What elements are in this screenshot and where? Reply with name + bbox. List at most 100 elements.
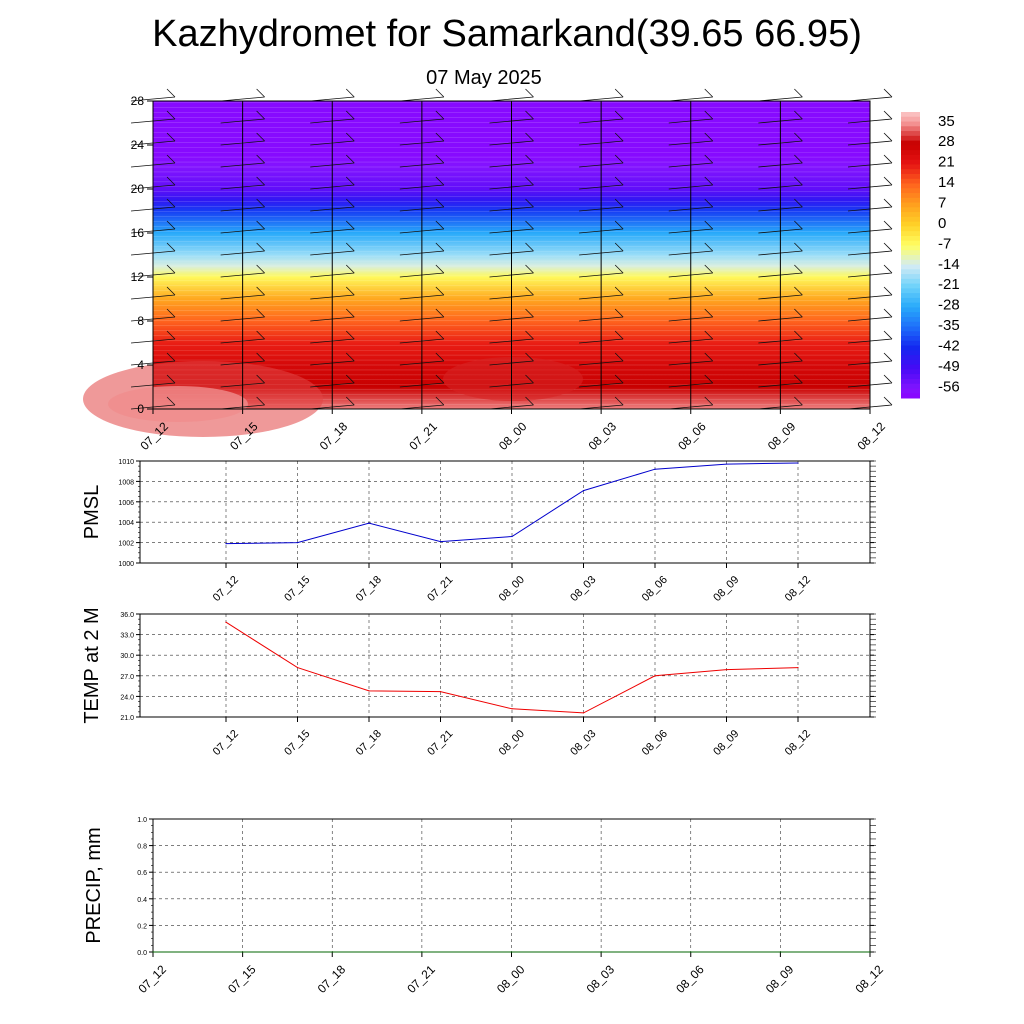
barb-flag xyxy=(614,264,624,274)
barb-flag xyxy=(525,154,534,164)
colorbar-segment xyxy=(901,245,920,251)
barb-flag xyxy=(435,330,445,340)
y-tick-label: 20 xyxy=(131,182,145,196)
barb-flag xyxy=(614,110,624,120)
barb-flag xyxy=(794,264,803,274)
data-point xyxy=(511,535,513,538)
x-tick-label: 07_15 xyxy=(282,728,312,758)
y-tick-label: 16 xyxy=(131,226,145,240)
y-tick-label: 1.0 xyxy=(137,817,147,824)
colorbar-segment xyxy=(901,393,920,399)
temp-panel: 21.0 24.0 27.0 30.0 33.0 36.0 07_12 07_15 07_18 0… xyxy=(81,607,876,758)
barb-flag xyxy=(166,286,176,296)
barb-flag xyxy=(166,352,176,362)
colorbar-segment xyxy=(901,326,920,332)
wind-barb xyxy=(489,88,534,102)
barb-flag xyxy=(614,154,624,164)
barb-flag xyxy=(256,154,265,164)
barb-flag xyxy=(256,198,265,208)
x-tick-label: 08_03 xyxy=(584,962,618,996)
y-tick-label: 28 xyxy=(131,94,145,108)
y-tick-label: 30.0 xyxy=(120,653,134,660)
data-point xyxy=(725,669,728,671)
data-point xyxy=(368,690,370,692)
barb-flag xyxy=(794,374,803,384)
data-point xyxy=(869,951,871,953)
barb-flag xyxy=(435,286,445,296)
y-tick-label: 0.8 xyxy=(137,844,147,851)
barb-shaft xyxy=(220,96,265,102)
barb-flag xyxy=(166,220,176,230)
barb-flag xyxy=(435,88,445,98)
x-tick-label: 07_18 xyxy=(354,574,384,604)
barb-flag xyxy=(883,88,893,98)
barb-flag xyxy=(166,264,176,274)
barb-flag xyxy=(704,396,714,406)
y-tick-label: 0.2 xyxy=(137,923,147,930)
barb-flag xyxy=(883,374,893,384)
x-tick-label: 08_06 xyxy=(673,962,707,996)
colorbar-segment xyxy=(901,150,920,156)
barb-flag xyxy=(256,396,265,406)
barb-flag xyxy=(525,132,534,142)
data-point xyxy=(582,489,585,492)
barb-flag xyxy=(704,198,714,208)
barb-flag xyxy=(435,396,445,406)
barb-flag xyxy=(704,110,714,120)
y-tick-label: 4 xyxy=(137,358,144,372)
barb-flag xyxy=(345,88,355,98)
data-point xyxy=(654,468,656,470)
data-point xyxy=(797,666,799,669)
barb-shaft xyxy=(489,96,534,102)
barb-flag xyxy=(435,220,445,230)
x-tick-label: 07_15 xyxy=(225,962,259,996)
barb-flag xyxy=(256,330,265,340)
colorbar-segment xyxy=(901,202,920,208)
colorbar-segment xyxy=(901,374,920,380)
colorbar-segment xyxy=(901,302,920,308)
barb-flag xyxy=(704,308,714,318)
data-point xyxy=(690,951,692,953)
data-point xyxy=(439,540,442,543)
warm-surface-blob-2 xyxy=(443,357,583,401)
colorbar-segment xyxy=(901,164,920,170)
barb-flag xyxy=(166,154,176,164)
colorbar: 35 28 21 14 7 0 -7 -14 -21 -28 -35 -42 -49 -56 xyxy=(901,112,960,399)
colorbar-label: 0 xyxy=(938,215,946,232)
barb-flag xyxy=(345,132,355,142)
figure-title: Kazhydromet for Samarkand(39.65 66.95) xyxy=(152,13,862,55)
barb-shaft xyxy=(758,96,803,102)
barb-flag xyxy=(435,374,445,384)
colorbar-label: 7 xyxy=(938,194,946,211)
barb-flag xyxy=(794,352,803,362)
colorbar-segment xyxy=(901,288,920,294)
x-tick-label: 07_21 xyxy=(425,574,455,604)
wind-barb xyxy=(668,88,714,102)
barb-flag xyxy=(704,132,714,142)
barb-flag xyxy=(345,352,355,362)
x-tick-label: 08_00 xyxy=(496,419,530,453)
barb-flag xyxy=(883,242,893,252)
colorbar-segment xyxy=(901,336,920,342)
wind-barb xyxy=(579,88,624,102)
barb-flag xyxy=(256,352,265,362)
barb-flag xyxy=(614,88,624,98)
barb-flag xyxy=(614,374,624,384)
barb-flag xyxy=(166,330,176,340)
x-tick-label: 08_00 xyxy=(494,962,528,996)
data-point xyxy=(725,463,728,465)
y-tick-label: 1008 xyxy=(118,479,134,486)
colorbar-label: -14 xyxy=(938,256,960,273)
colorbar-label: -28 xyxy=(938,297,960,314)
data-point xyxy=(511,708,513,710)
barb-flag xyxy=(704,176,714,186)
barb-flag xyxy=(794,242,803,252)
barb-flag xyxy=(166,88,176,98)
colorbar-segment xyxy=(901,269,920,275)
barb-flag xyxy=(883,396,893,406)
x-tick-label: 08_00 xyxy=(497,574,527,604)
barb-flag xyxy=(704,264,714,274)
colorbar-label: 28 xyxy=(938,133,955,150)
barb-flag xyxy=(704,330,714,340)
